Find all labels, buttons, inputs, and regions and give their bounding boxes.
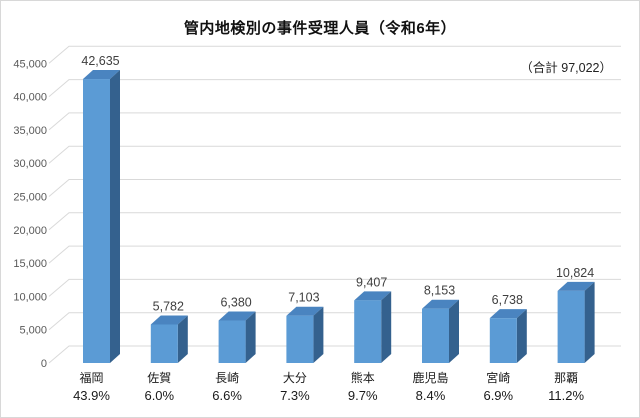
value-label: 42,635: [81, 54, 119, 68]
value-label: 5,782: [153, 299, 184, 313]
bar-top-face: [422, 299, 459, 309]
bar-top-face: [83, 70, 120, 80]
y-tick-label: 20,000: [13, 225, 47, 237]
bar-side-face: [516, 309, 527, 363]
bar-side-face: [177, 315, 188, 363]
bar-top-face: [354, 291, 392, 301]
bar-top-face: [150, 315, 188, 325]
percent-label: 43.9%: [73, 388, 110, 403]
gridline: [48, 145, 621, 164]
bar-top-face: [286, 306, 324, 316]
y-tick-label: 25,000: [13, 192, 47, 204]
gridline: [48, 212, 621, 231]
y-tick-label: 15,000: [13, 258, 47, 270]
value-label: 9,407: [356, 275, 387, 289]
bar-top-face: [218, 311, 256, 321]
bar-top-face: [489, 309, 527, 319]
percent-label: 9.7%: [348, 388, 378, 403]
bar-side-face: [245, 311, 256, 363]
y-tick-label: 45,000: [13, 58, 47, 70]
y-tick-label: 0: [41, 358, 47, 370]
bar: [489, 318, 517, 363]
bar: [83, 79, 110, 363]
chart-title: 管内地検別の事件受理人員（令和6年）: [183, 20, 457, 37]
bar: [557, 290, 585, 363]
category-label: 大分: [283, 371, 307, 385]
gridline: [48, 179, 621, 197]
y-tick-label: 40,000: [13, 92, 47, 104]
y-tick-label: 35,000: [13, 125, 47, 137]
category-label: 宮崎: [486, 370, 510, 385]
gridline: [48, 345, 621, 364]
value-label: 10,824: [556, 266, 594, 280]
bar: [150, 324, 178, 363]
y-tick-label: 5,000: [19, 325, 47, 337]
value-label: 6,380: [220, 296, 251, 310]
category-label: 佐賀: [147, 371, 171, 385]
gridline: [48, 112, 621, 131]
category-label: 那覇: [554, 371, 578, 385]
bar: [354, 300, 382, 363]
bar-side-face: [110, 70, 120, 363]
value-label: 7,103: [288, 291, 319, 305]
gridline: [48, 45, 621, 64]
bar: [422, 308, 449, 363]
percent-label: 7.3%: [280, 388, 310, 403]
gridline: [48, 79, 621, 97]
bar-side-face: [313, 306, 324, 363]
bar: [218, 320, 246, 363]
y-tick-label: 10,000: [13, 291, 47, 303]
percent-label: 6.6%: [212, 388, 242, 403]
total-label: （合計 97,022）: [520, 61, 612, 75]
percent-label: 11.2%: [548, 388, 584, 403]
percent-label: 6.9%: [483, 388, 513, 403]
percent-label: 8.4%: [416, 388, 446, 403]
percent-label: 6.0%: [144, 388, 174, 403]
category-label: 熊本: [351, 370, 375, 385]
y-tick-label: 30,000: [13, 158, 47, 170]
category-label: 福岡: [79, 370, 103, 385]
bar-top-face: [557, 281, 595, 291]
value-label: 6,738: [492, 293, 523, 307]
category-label: 長崎: [215, 371, 239, 385]
bar: [286, 315, 314, 363]
bar-side-face: [381, 291, 392, 363]
gridline: [48, 312, 621, 331]
category-label: 鹿児島: [412, 370, 448, 385]
value-label: 8,153: [424, 284, 455, 298]
bar-side-face: [449, 299, 459, 363]
gridline: [48, 245, 621, 264]
bar-side-face: [584, 281, 595, 363]
gridline: [48, 278, 621, 297]
